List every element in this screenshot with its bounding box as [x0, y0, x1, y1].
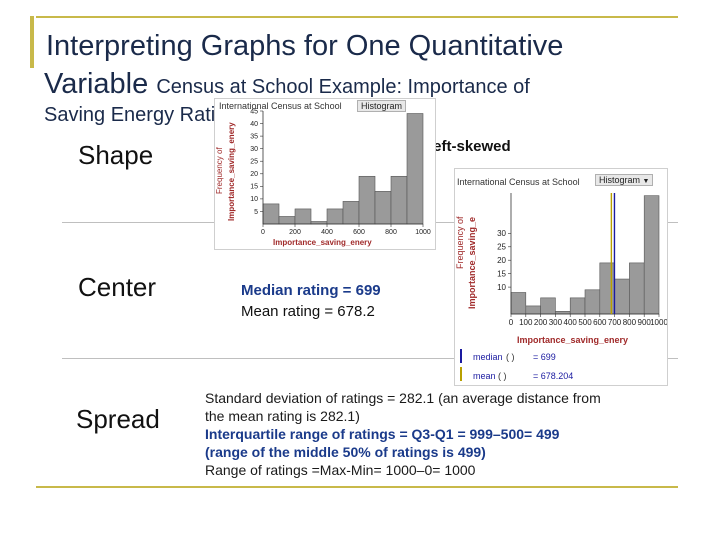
histogram-bar: [525, 305, 541, 315]
large-ylabel-inner: Importance_saving_e: [467, 217, 477, 309]
spread-iqr-line2: (range of the middle 50% of ratings is 4…: [205, 444, 486, 460]
y-tick-label: 20: [497, 256, 506, 265]
legend-mean-value: = 678.204: [533, 371, 573, 381]
large-histogram-chart: Frequency of Importance_saving_e 0 100 200…: [455, 193, 667, 381]
x-tick-label: 0: [509, 318, 514, 327]
histogram-bar: [569, 297, 586, 315]
x-tick-label: 900: [638, 318, 652, 327]
histogram-bar: [614, 278, 630, 315]
spread-std-line2: the mean rating is 282.1): [205, 408, 360, 424]
legend-median-value: = 699: [533, 352, 556, 362]
histogram-bar: [390, 175, 408, 225]
small-histogram-panel: International Census at School Histogram…: [214, 98, 436, 250]
histogram-bar: [643, 195, 660, 315]
histogram-bar: [326, 208, 344, 225]
y-tick-label: 5: [254, 209, 258, 216]
frame-accent-left: [30, 16, 34, 68]
x-tick-label: 200: [534, 318, 548, 327]
y-tick-label: 30: [497, 229, 506, 238]
spread-iqr-line: Interquartile range of ratings = Q3-Q1 =…: [205, 426, 560, 442]
legend-mean-label: mean: [473, 371, 496, 381]
legend-median-paren: ( ): [506, 352, 515, 362]
x-tick-label: 600: [593, 318, 607, 327]
slide-title-line2: Variable Census at School Example: Impor…: [44, 68, 530, 101]
y-tick-label: 20: [250, 171, 258, 178]
histogram-bar: [342, 201, 360, 225]
separator-center-spread: [62, 358, 678, 359]
slide-title-line1: Interpreting Graphs for One Quantitative: [46, 30, 564, 62]
y-tick-label: 45: [250, 108, 258, 115]
y-tick-label: 15: [497, 269, 506, 278]
histogram-bar: [584, 289, 601, 315]
x-tick-label: 400: [564, 318, 578, 327]
mean-text: Mean rating = 678.2: [241, 303, 375, 320]
small-panel-title: International Census at School: [219, 101, 342, 111]
x-tick-label: 400: [321, 229, 333, 236]
x-tick-label: 0: [261, 229, 265, 236]
x-tick-label: 500: [578, 318, 592, 327]
x-tick-label: 100: [519, 318, 533, 327]
skew-text: Left-skewed: [424, 138, 511, 155]
y-tick-label: 25: [497, 242, 506, 251]
x-tick-label: 700: [608, 318, 622, 327]
small-ylabel-inner: Importance_saving_enery: [227, 122, 236, 221]
large-histogram-panel: International Census at School Histogram…: [454, 168, 668, 386]
spread-std-line: Standard deviation of ratings = 282.1 (a…: [205, 390, 601, 406]
x-tick-label: 800: [623, 318, 637, 327]
histogram-bar: [540, 297, 556, 315]
histogram-bar: [599, 262, 615, 315]
x-tick-label: 300: [549, 318, 563, 327]
x-tick-label: 200: [289, 229, 301, 236]
small-xlabel: Importance_saving_enery: [273, 238, 372, 247]
small-ylabel-outer: Frequency of: [215, 147, 224, 194]
slide-title-example: Census at School Example: Importance of: [156, 76, 530, 98]
y-tick-label: 15: [250, 184, 258, 191]
legend-mean-paren: ( ): [498, 371, 507, 381]
histogram-bar: [294, 208, 312, 225]
shape-label: Shape: [78, 140, 154, 170]
histogram-bar: [358, 175, 376, 225]
frame-accent-top: [36, 16, 678, 18]
x-tick-label: 800: [385, 229, 397, 236]
large-histogram-button[interactable]: Histogram ▼: [595, 174, 654, 186]
y-tick-label: 10: [497, 283, 506, 292]
y-tick-label: 35: [250, 133, 258, 140]
slide-title-variable: Variable: [44, 68, 149, 100]
frame-accent-bottom: [36, 486, 678, 488]
y-tick-label: 10: [250, 196, 258, 203]
large-panel-title: International Census at School: [457, 177, 580, 187]
legend-median-label: median: [473, 352, 503, 362]
histogram-bar: [510, 292, 527, 315]
x-tick-label: 1000: [650, 318, 667, 327]
center-label: Center: [78, 272, 157, 302]
histogram-bar: [374, 191, 392, 225]
spread-label: Spread: [76, 404, 160, 434]
histogram-bar: [406, 113, 424, 225]
y-tick-label: 30: [250, 146, 258, 153]
x-tick-label: 600: [353, 229, 365, 236]
histogram-bar: [629, 262, 645, 315]
large-xlabel: Importance_saving_enery: [517, 335, 628, 345]
large-histogram-button-label: Histogram: [599, 175, 641, 185]
histogram-bar: [555, 311, 571, 315]
spread-range-line: Range of ratings =Max-Min= 1000–0= 1000: [205, 462, 476, 478]
y-tick-label: 25: [250, 159, 258, 166]
spread-text-block: Standard deviation of ratings = 282.1 (a…: [205, 389, 675, 479]
x-tick-label: 1000: [415, 229, 431, 236]
y-tick-label: 40: [250, 121, 258, 128]
small-histogram-button[interactable]: Histogram: [357, 100, 407, 112]
histogram-bar: [262, 203, 280, 225]
small-histogram-chart: Frequency of Importance_saving_enery 0 20…: [215, 108, 431, 247]
median-text: Median rating = 699: [241, 282, 381, 299]
large-ylabel-outer: Frequency of: [455, 216, 465, 269]
histogram-bar: [278, 216, 296, 225]
dropdown-arrow-icon: ▼: [642, 178, 650, 185]
